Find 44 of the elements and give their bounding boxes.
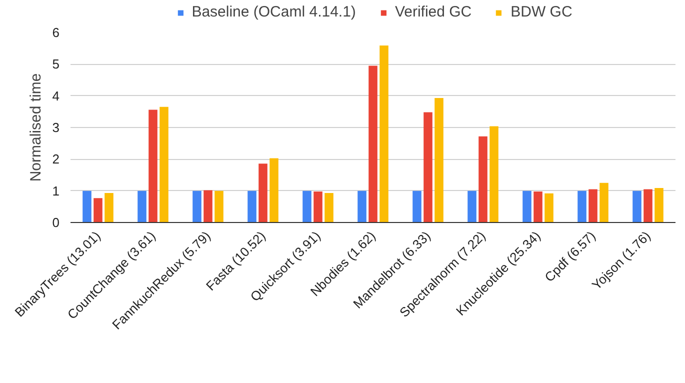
bar [258, 164, 268, 222]
bar [270, 158, 278, 222]
bar [148, 110, 158, 222]
bar [204, 190, 212, 222]
bar [82, 190, 92, 222]
bar [478, 136, 488, 222]
bar [578, 190, 586, 222]
legend-label: Verified GC [394, 4, 472, 20]
bar [380, 45, 388, 222]
bar [214, 190, 224, 222]
bar [588, 189, 598, 222]
bar [544, 193, 554, 222]
legend-label: Baseline (OCaml 4.14.1) [192, 4, 356, 20]
y-tick-label: 0 [52, 215, 60, 230]
bar [632, 190, 642, 222]
bar [104, 193, 114, 222]
y-tick-label: 1 [52, 183, 60, 198]
y-tick-label: 5 [52, 56, 60, 72]
bar [368, 66, 378, 222]
bar [192, 190, 202, 222]
bar [412, 190, 422, 222]
bar [160, 106, 168, 222]
y-tick-label: 3 [52, 120, 60, 135]
bar [434, 98, 444, 222]
bar [94, 198, 102, 222]
bar [324, 193, 334, 222]
y-tick-label: 6 [52, 25, 60, 40]
bar [302, 190, 312, 222]
legend-label: BDW GC [510, 4, 572, 20]
bar [522, 190, 532, 222]
bar [138, 190, 146, 222]
bar [490, 126, 498, 222]
y-tick-label: 2 [52, 152, 60, 167]
bar [600, 182, 608, 222]
bar [424, 112, 432, 222]
bar [358, 190, 366, 222]
y-axis-title: Normalised time [27, 73, 44, 182]
bar [534, 191, 542, 222]
bar [644, 189, 652, 222]
bar [468, 190, 476, 222]
bar [248, 190, 256, 222]
bar [654, 188, 664, 222]
bar [314, 191, 322, 222]
y-tick-label: 4 [52, 88, 60, 104]
